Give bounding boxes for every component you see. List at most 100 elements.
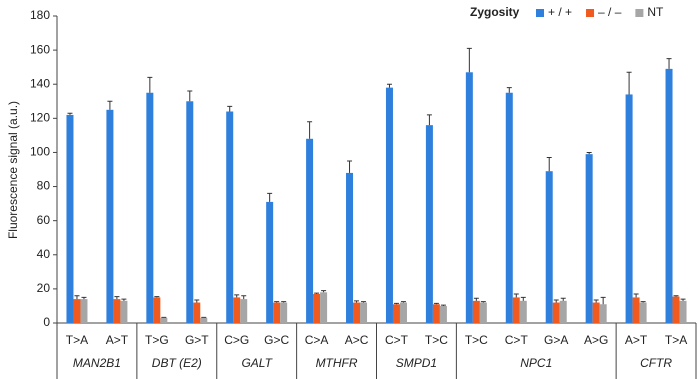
error-bar — [361, 301, 367, 303]
error-bar — [147, 76, 153, 93]
bar — [353, 302, 361, 323]
y-tick-label: 180 — [30, 8, 50, 22]
x-tick-label: C>A — [305, 333, 329, 347]
group-label: DBT (E2) — [152, 356, 202, 370]
error-bar — [107, 100, 113, 110]
error-bar — [433, 302, 439, 305]
error-bar — [633, 293, 639, 298]
error-bar — [154, 296, 160, 298]
y-tick-label: 140 — [30, 76, 50, 90]
bar — [552, 302, 560, 323]
legend-label: – / – — [598, 5, 622, 19]
y-axis-title: Fluorescence signal (a.u.) — [6, 101, 20, 239]
x-tick-label: T>A — [665, 333, 687, 347]
legend-swatch — [586, 9, 595, 17]
error-bar — [400, 301, 406, 303]
bar — [392, 304, 400, 323]
legend-swatch — [536, 9, 544, 17]
bar — [665, 68, 673, 323]
bar — [200, 317, 208, 323]
bar — [639, 302, 647, 323]
bar — [385, 87, 393, 323]
x-tick-label: T>G — [145, 333, 169, 347]
legend-label: NT — [647, 5, 664, 19]
error-bar — [506, 87, 512, 93]
bar — [360, 302, 368, 323]
bar — [240, 299, 248, 323]
bar — [153, 297, 161, 323]
error-bar — [600, 296, 606, 305]
group-label: MAN2B1 — [73, 356, 121, 370]
bar — [559, 300, 567, 323]
error-bar — [201, 316, 207, 318]
x-tick-label: T>A — [66, 333, 88, 347]
bar — [226, 111, 234, 323]
bar — [599, 304, 607, 323]
bar — [472, 300, 480, 323]
bar — [439, 305, 447, 323]
y-tick-label: 40 — [37, 247, 51, 261]
bar — [106, 109, 114, 323]
legend-title: Zygosity — [470, 5, 520, 19]
group-label: GALT — [241, 356, 273, 370]
error-bar — [274, 301, 280, 303]
bar — [146, 92, 154, 323]
error-bar — [666, 58, 672, 69]
legend-swatch — [635, 9, 644, 17]
error-bar — [440, 304, 446, 306]
legend-label: + / + — [548, 5, 572, 19]
y-tick-label: 100 — [30, 145, 50, 159]
error-bar — [480, 301, 486, 303]
y-tick-label: 120 — [30, 111, 50, 125]
bar — [592, 302, 600, 323]
x-tick-label: A>C — [345, 333, 369, 347]
error-bar — [314, 292, 320, 295]
x-tick-label: G>A — [544, 333, 568, 347]
error-bar — [241, 295, 247, 300]
bar — [266, 201, 274, 323]
y-tick-label: 20 — [37, 281, 51, 295]
x-tick-label: A>G — [584, 333, 608, 347]
error-bar — [81, 296, 87, 300]
bar — [66, 114, 74, 323]
error-bar — [194, 299, 200, 303]
error-bar — [74, 295, 80, 300]
bar — [432, 304, 440, 323]
error-bar — [281, 301, 287, 303]
x-tick-label: C>T — [505, 333, 529, 347]
error-bar — [546, 157, 552, 172]
x-tick-label: G>C — [264, 333, 289, 347]
error-bar — [234, 294, 240, 298]
y-tick-label: 80 — [37, 179, 51, 193]
bar — [320, 292, 328, 323]
bar — [672, 296, 680, 323]
bar — [425, 125, 433, 324]
error-bar — [680, 298, 686, 301]
bar — [80, 299, 88, 323]
bar — [519, 300, 527, 323]
x-tick-label: A>T — [106, 333, 129, 347]
y-tick-label: 60 — [37, 213, 51, 227]
bar — [479, 302, 487, 323]
error-bar — [227, 105, 233, 112]
error-bar — [307, 121, 313, 139]
error-bar — [626, 71, 632, 95]
error-bar — [560, 297, 566, 301]
x-tick-label: C>G — [224, 333, 249, 347]
group-label: NPC1 — [520, 356, 552, 370]
group-label: CFTR — [640, 356, 672, 370]
x-tick-label: T>C — [425, 333, 448, 347]
bar — [160, 317, 168, 323]
bar — [186, 101, 194, 324]
group-label: SMPD1 — [396, 356, 437, 370]
error-bar — [114, 296, 120, 300]
bar — [73, 299, 81, 323]
y-tick-label: 0 — [43, 315, 50, 329]
error-bar — [347, 160, 353, 173]
bar — [632, 297, 640, 323]
x-tick-label: C>T — [385, 333, 409, 347]
error-bar — [553, 299, 559, 303]
bar — [280, 302, 288, 323]
error-bar — [426, 114, 432, 126]
